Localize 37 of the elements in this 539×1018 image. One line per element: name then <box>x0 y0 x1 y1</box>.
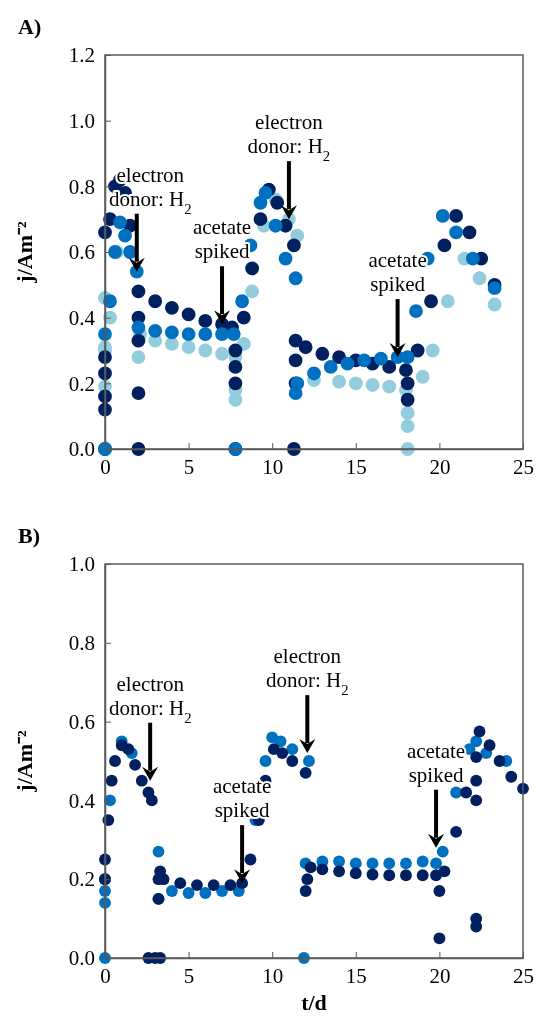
x-tick-label: 0 <box>100 963 111 988</box>
annotation: acetate spiked <box>406 738 466 787</box>
y-tick-label: 0.0 <box>68 946 95 971</box>
y-tick-label: 0.6 <box>68 240 95 265</box>
y-tick-label: 0.2 <box>68 371 95 396</box>
y-tick-label: 1.0 <box>68 108 95 133</box>
x-tick-label: 15 <box>345 454 367 479</box>
y-tick-label: 0.0 <box>68 437 95 462</box>
y-tick-label: 0.4 <box>68 788 96 813</box>
x-tick-label: 25 <box>513 454 534 479</box>
x-tick-label: 15 <box>345 963 367 988</box>
x-axis-title: t/d <box>301 990 327 1015</box>
y-tick-label: 0.6 <box>68 709 95 734</box>
y-tick-label: 0.8 <box>68 631 95 656</box>
x-tick-label: 0 <box>100 454 111 479</box>
x-tick-label: 10 <box>262 963 284 988</box>
x-tick-label: 25 <box>513 963 534 988</box>
y-axis-title: j/Am⁻² <box>12 729 37 793</box>
x-tick-label: 10 <box>262 454 284 479</box>
y-tick-label: 0.8 <box>68 174 95 199</box>
y-tick-label: 1.2 <box>68 43 95 68</box>
y-tick-label: 0.2 <box>68 867 95 892</box>
annotation: electron donor: H$_{2}$ <box>109 162 192 217</box>
y-tick-label: 1.0 <box>68 552 95 577</box>
chart-title: B) <box>18 523 40 548</box>
x-tick-label: 20 <box>429 963 451 988</box>
annotation: acetate spiked <box>192 215 252 264</box>
chart-title: A) <box>18 14 42 39</box>
annotation: acetate spiked <box>212 774 272 823</box>
x-tick-label: 20 <box>429 454 451 479</box>
annotation: electron donor: H$_{2}$ <box>247 110 331 165</box>
y-axis-title: j/Am⁻² <box>12 220 37 284</box>
y-tick-label: 0.4 <box>68 305 96 330</box>
x-tick-label: 5 <box>183 963 195 988</box>
annotation: electron donor: H$_{2}$ <box>266 644 349 699</box>
annotation: electron donor: H$_{2}$ <box>109 671 192 726</box>
x-tick-label: 5 <box>183 454 195 479</box>
